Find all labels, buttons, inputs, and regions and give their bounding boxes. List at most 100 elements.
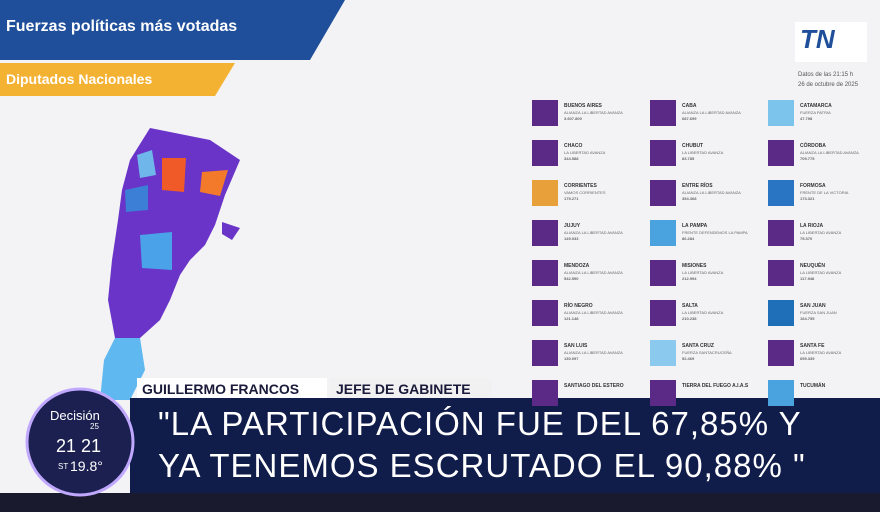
province-name: LA RIOJA [800, 223, 824, 229]
updated: Datos de las 21:15 h [798, 72, 854, 78]
province-name: CATAMARCA [800, 103, 832, 109]
province-name: ENTRE RÍOS [682, 183, 713, 189]
party-name: LA LIBERTAD AVANZA [682, 310, 724, 315]
party-name: LA LIBERTAD AVANZA [682, 150, 724, 155]
votes: 210.238 [682, 316, 697, 321]
party-name: LA LIBERTAD AVANZA [800, 230, 842, 235]
province-name: SANTA FE [800, 343, 825, 349]
votes: 354.368 [682, 196, 697, 201]
province-icon [532, 220, 558, 246]
speaker-name: GUILLERMO FRANCOS [142, 381, 300, 397]
province-icon [650, 300, 676, 326]
province-name: SAN JUAN [800, 303, 826, 309]
party-name: ALIANZA LA LIBERTAD AVANZA [564, 310, 623, 315]
province-icon [532, 300, 558, 326]
province-icon [768, 300, 794, 326]
lower-third [130, 398, 880, 493]
province-name: TIERRA DEL FUEGO A.I.A.S [682, 383, 749, 389]
votes: 3.607.800 [564, 116, 582, 121]
votes: 687.699 [682, 116, 697, 121]
province-name: TUCUMÁN [800, 383, 826, 389]
province-icon [650, 220, 676, 246]
votes: 86.284 [682, 236, 695, 241]
party-name: FUERZA PATRIA [800, 110, 831, 115]
votes: 75.370 [800, 236, 813, 241]
votes: 344.588 [564, 156, 579, 161]
name-tag [137, 378, 327, 398]
temp-label: ST [58, 462, 69, 471]
party-name: ALIANZA LA LIBERTAD AVANZA [800, 150, 859, 155]
votes: 47.798 [800, 116, 813, 121]
votes: 659.339 [800, 356, 815, 361]
province-name: CHACO [564, 143, 583, 149]
votes: 542.590 [564, 276, 579, 281]
province-icon [650, 340, 676, 366]
party-name: LA LIBERTAD AVANZA [682, 270, 724, 275]
quote-line: YA TENEMOS ESCRUTADO EL 90,88% " [158, 447, 806, 484]
province-icon [532, 100, 558, 126]
map [100, 128, 240, 400]
votes: 121.148 [564, 316, 579, 321]
province-name: SANTA CRUZ [682, 343, 714, 349]
province-name: CORRIENTES [564, 183, 597, 189]
party-name: ALIANZA LA LIBERTAD AVANZA [682, 190, 741, 195]
province-name: SAN LUIS [564, 343, 588, 349]
province-icon [768, 140, 794, 166]
province-name: SANTIAGO DEL ESTERO [564, 383, 624, 389]
date: 26 de octubre de 2025 [798, 82, 859, 88]
role-tag [330, 378, 492, 398]
province-icon [768, 340, 794, 366]
province-icon [532, 260, 558, 286]
votes: 130.097 [564, 356, 579, 361]
logo: TN [800, 24, 835, 54]
party-name: ALIANZA LA LIBERTAD AVANZA [564, 270, 623, 275]
brand: Decisión [50, 408, 100, 423]
party-name: LA LIBERTAD AVANZA [800, 350, 842, 355]
province-icon [650, 380, 676, 406]
province-name: JUJUY [564, 223, 581, 229]
brand-year: 25 [90, 422, 99, 431]
logo-bg [795, 22, 867, 62]
province-name: CÓRDOBA [800, 143, 826, 149]
party-name: FUERZA SANTACRUCEÑA [682, 350, 732, 355]
party-name: ALIANZA LA LIBERTAD AVANZA [564, 350, 623, 355]
party-name: FRENTE DEFENDEMOS LA PAMPA [682, 230, 748, 235]
party-name: ALIANZA LA LIBERTAD AVANZA [682, 110, 741, 115]
votes: 52.469 [682, 356, 695, 361]
province-icon [532, 140, 558, 166]
votes: 709.775 [800, 156, 815, 161]
province-name: CHUBUT [682, 143, 704, 149]
votes: 173.321 [800, 196, 815, 201]
title: Fuerzas políticas más votadas [6, 18, 238, 35]
province-icon [650, 140, 676, 166]
votes: 83.785 [682, 156, 695, 161]
temp: 19.8° [70, 458, 103, 474]
party-name: LA LIBERTAD AVANZA [564, 150, 606, 155]
speaker-role: JEFE DE GABINETE [336, 381, 471, 397]
party-name: LA LIBERTAD AVANZA [800, 270, 842, 275]
province-icon [532, 380, 558, 406]
province-icon [532, 340, 558, 366]
party-name: ALIANZA LA LIBERTAD AVANZA [564, 110, 623, 115]
province-name: CABA [682, 103, 697, 109]
province-icon [768, 380, 794, 406]
quote-line: "LA PARTICIPACIÓN FUE DEL 67,85% Y [158, 405, 802, 442]
bottom-strip [0, 493, 880, 512]
subtitle-banner [0, 63, 235, 96]
province-icon [768, 260, 794, 286]
province-icon [768, 220, 794, 246]
province-name: SALTA [682, 303, 698, 309]
province-icon [768, 100, 794, 126]
votes: 164.755 [800, 316, 815, 321]
party-name: FUERZA SAN JUAN [800, 310, 837, 315]
province-name: LA PAMPA [682, 223, 708, 229]
province-name: BUENOS AIRES [564, 103, 602, 109]
province-icon [532, 180, 558, 206]
subtitle: Diputados Nacionales [6, 71, 153, 87]
province-icon [650, 180, 676, 206]
province-name: RÍO NEGRO [564, 303, 593, 309]
votes: 212.994 [682, 276, 697, 281]
province-icon [768, 180, 794, 206]
